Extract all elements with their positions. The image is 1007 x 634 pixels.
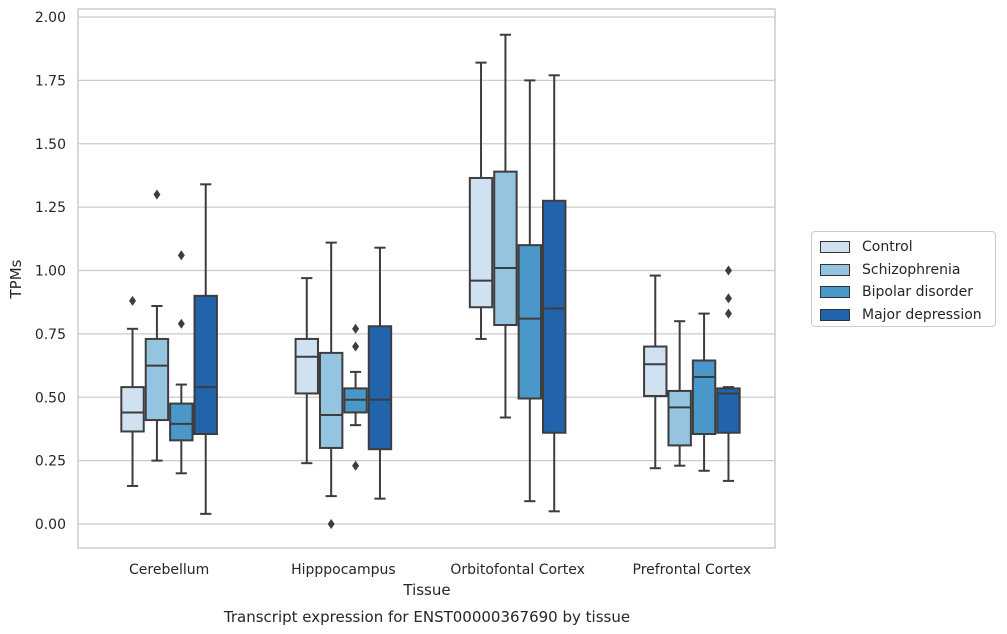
- legend-label: Major depression: [862, 306, 982, 323]
- outlier-point: [327, 519, 335, 529]
- box-iqr: [691, 359, 717, 436]
- box-iqr: [517, 244, 543, 400]
- box-bipolar-disorder: [517, 79, 543, 503]
- y-tick-label: 0.75: [35, 327, 66, 343]
- y-tick-label: 0.00: [35, 517, 66, 533]
- x-axis-ticks: Cerebellum Hipppocampus Orbitofontal Corte…: [129, 562, 751, 578]
- y-axis-ticks: 0.00 0.25 0.50 0.75 1.00 1.25 1.50 1.75 2.00: [35, 10, 66, 533]
- box-schizophrenia: [318, 241, 344, 529]
- y-tick-label: 1.00: [35, 264, 66, 280]
- y-tick-label: 0.25: [35, 454, 66, 470]
- y-axis-label: TPMs: [7, 259, 25, 299]
- legend-swatch: [820, 241, 850, 254]
- legend: Control Schizophrenia Bipolar disorder Majo…: [811, 231, 996, 327]
- chart-caption: Transcript expression for ENST0000036769…: [223, 608, 630, 626]
- box-iqr: [493, 170, 518, 327]
- box-control: [120, 295, 145, 487]
- box-major-depression: [367, 246, 393, 500]
- box-control: [468, 61, 494, 340]
- y-tick-label: 1.75: [35, 73, 66, 89]
- y-tick-label: 1.50: [35, 137, 66, 153]
- legend-item: Major depression: [818, 304, 989, 327]
- box-bipolar-disorder: [343, 323, 368, 471]
- box-schizophrenia: [667, 320, 692, 467]
- legend-swatch: [820, 263, 850, 276]
- box-bipolar-disorder: [169, 250, 194, 475]
- legend-label: Bipolar disorder: [862, 284, 974, 301]
- box-major-depression: [716, 265, 741, 482]
- x-tick-label: Cerebellum: [129, 562, 209, 578]
- outlier-point: [153, 189, 161, 200]
- legend-item: Control: [818, 236, 989, 259]
- legend-swatch: [820, 286, 850, 299]
- gridlines: [78, 16, 775, 525]
- outlier-point: [724, 293, 732, 304]
- box-control: [294, 277, 319, 465]
- legend-item: Schizophrenia: [818, 259, 989, 282]
- outlier-point: [177, 318, 185, 329]
- legend-swatch: [820, 308, 850, 321]
- box-plots: [120, 33, 741, 529]
- outlier-point: [352, 460, 360, 471]
- outlier-point: [177, 250, 185, 261]
- box-major-depression: [193, 183, 218, 515]
- box-bipolar-disorder: [691, 312, 717, 472]
- box-control: [643, 274, 668, 470]
- outlier-point: [724, 265, 732, 276]
- outlier-point: [129, 295, 137, 306]
- box-iqr: [716, 387, 741, 434]
- box-major-depression: [542, 74, 567, 513]
- x-tick-label: Hipppocampus: [291, 562, 396, 578]
- box-iqr: [120, 386, 145, 433]
- plot-frame: [77, 8, 776, 549]
- box-iqr: [169, 402, 194, 442]
- y-tick-label: 2.00: [35, 10, 66, 26]
- legend-item: Bipolar disorder: [818, 281, 989, 304]
- outlier-point: [724, 308, 732, 319]
- x-axis-label: Tissue: [402, 581, 450, 599]
- box-iqr: [318, 351, 344, 449]
- y-tick-label: 0.50: [35, 390, 66, 406]
- legend-label: Control: [862, 239, 913, 256]
- box-iqr: [367, 325, 393, 451]
- box-iqr: [294, 337, 319, 395]
- outlier-point: [352, 341, 360, 352]
- y-tick-label: 1.25: [35, 200, 66, 216]
- box-iqr: [193, 294, 218, 436]
- x-tick-label: Orbitofontal Cortex: [450, 562, 585, 578]
- outlier-point: [352, 323, 360, 334]
- x-tick-label: Prefrontal Cortex: [633, 562, 752, 578]
- box-iqr: [144, 337, 170, 422]
- box-iqr: [542, 199, 567, 434]
- box-iqr: [643, 345, 668, 397]
- legend-label: Schizophrenia: [862, 261, 961, 278]
- box-iqr: [468, 176, 494, 309]
- box-iqr: [667, 389, 692, 447]
- box-schizophrenia: [493, 33, 518, 419]
- box-schizophrenia: [144, 189, 170, 462]
